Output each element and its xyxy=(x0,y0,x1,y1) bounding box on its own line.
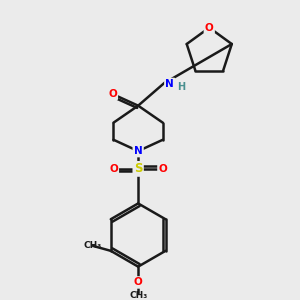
Text: O: O xyxy=(158,164,167,174)
Text: S: S xyxy=(134,162,142,176)
Text: CH₃: CH₃ xyxy=(84,242,102,250)
Text: N: N xyxy=(165,79,174,89)
Text: O: O xyxy=(108,89,117,99)
Text: O: O xyxy=(134,278,142,287)
Text: O: O xyxy=(205,23,214,33)
Text: O: O xyxy=(109,164,118,174)
Text: CH₃: CH₃ xyxy=(129,291,147,300)
Text: H: H xyxy=(178,82,186,92)
Text: N: N xyxy=(134,146,142,156)
